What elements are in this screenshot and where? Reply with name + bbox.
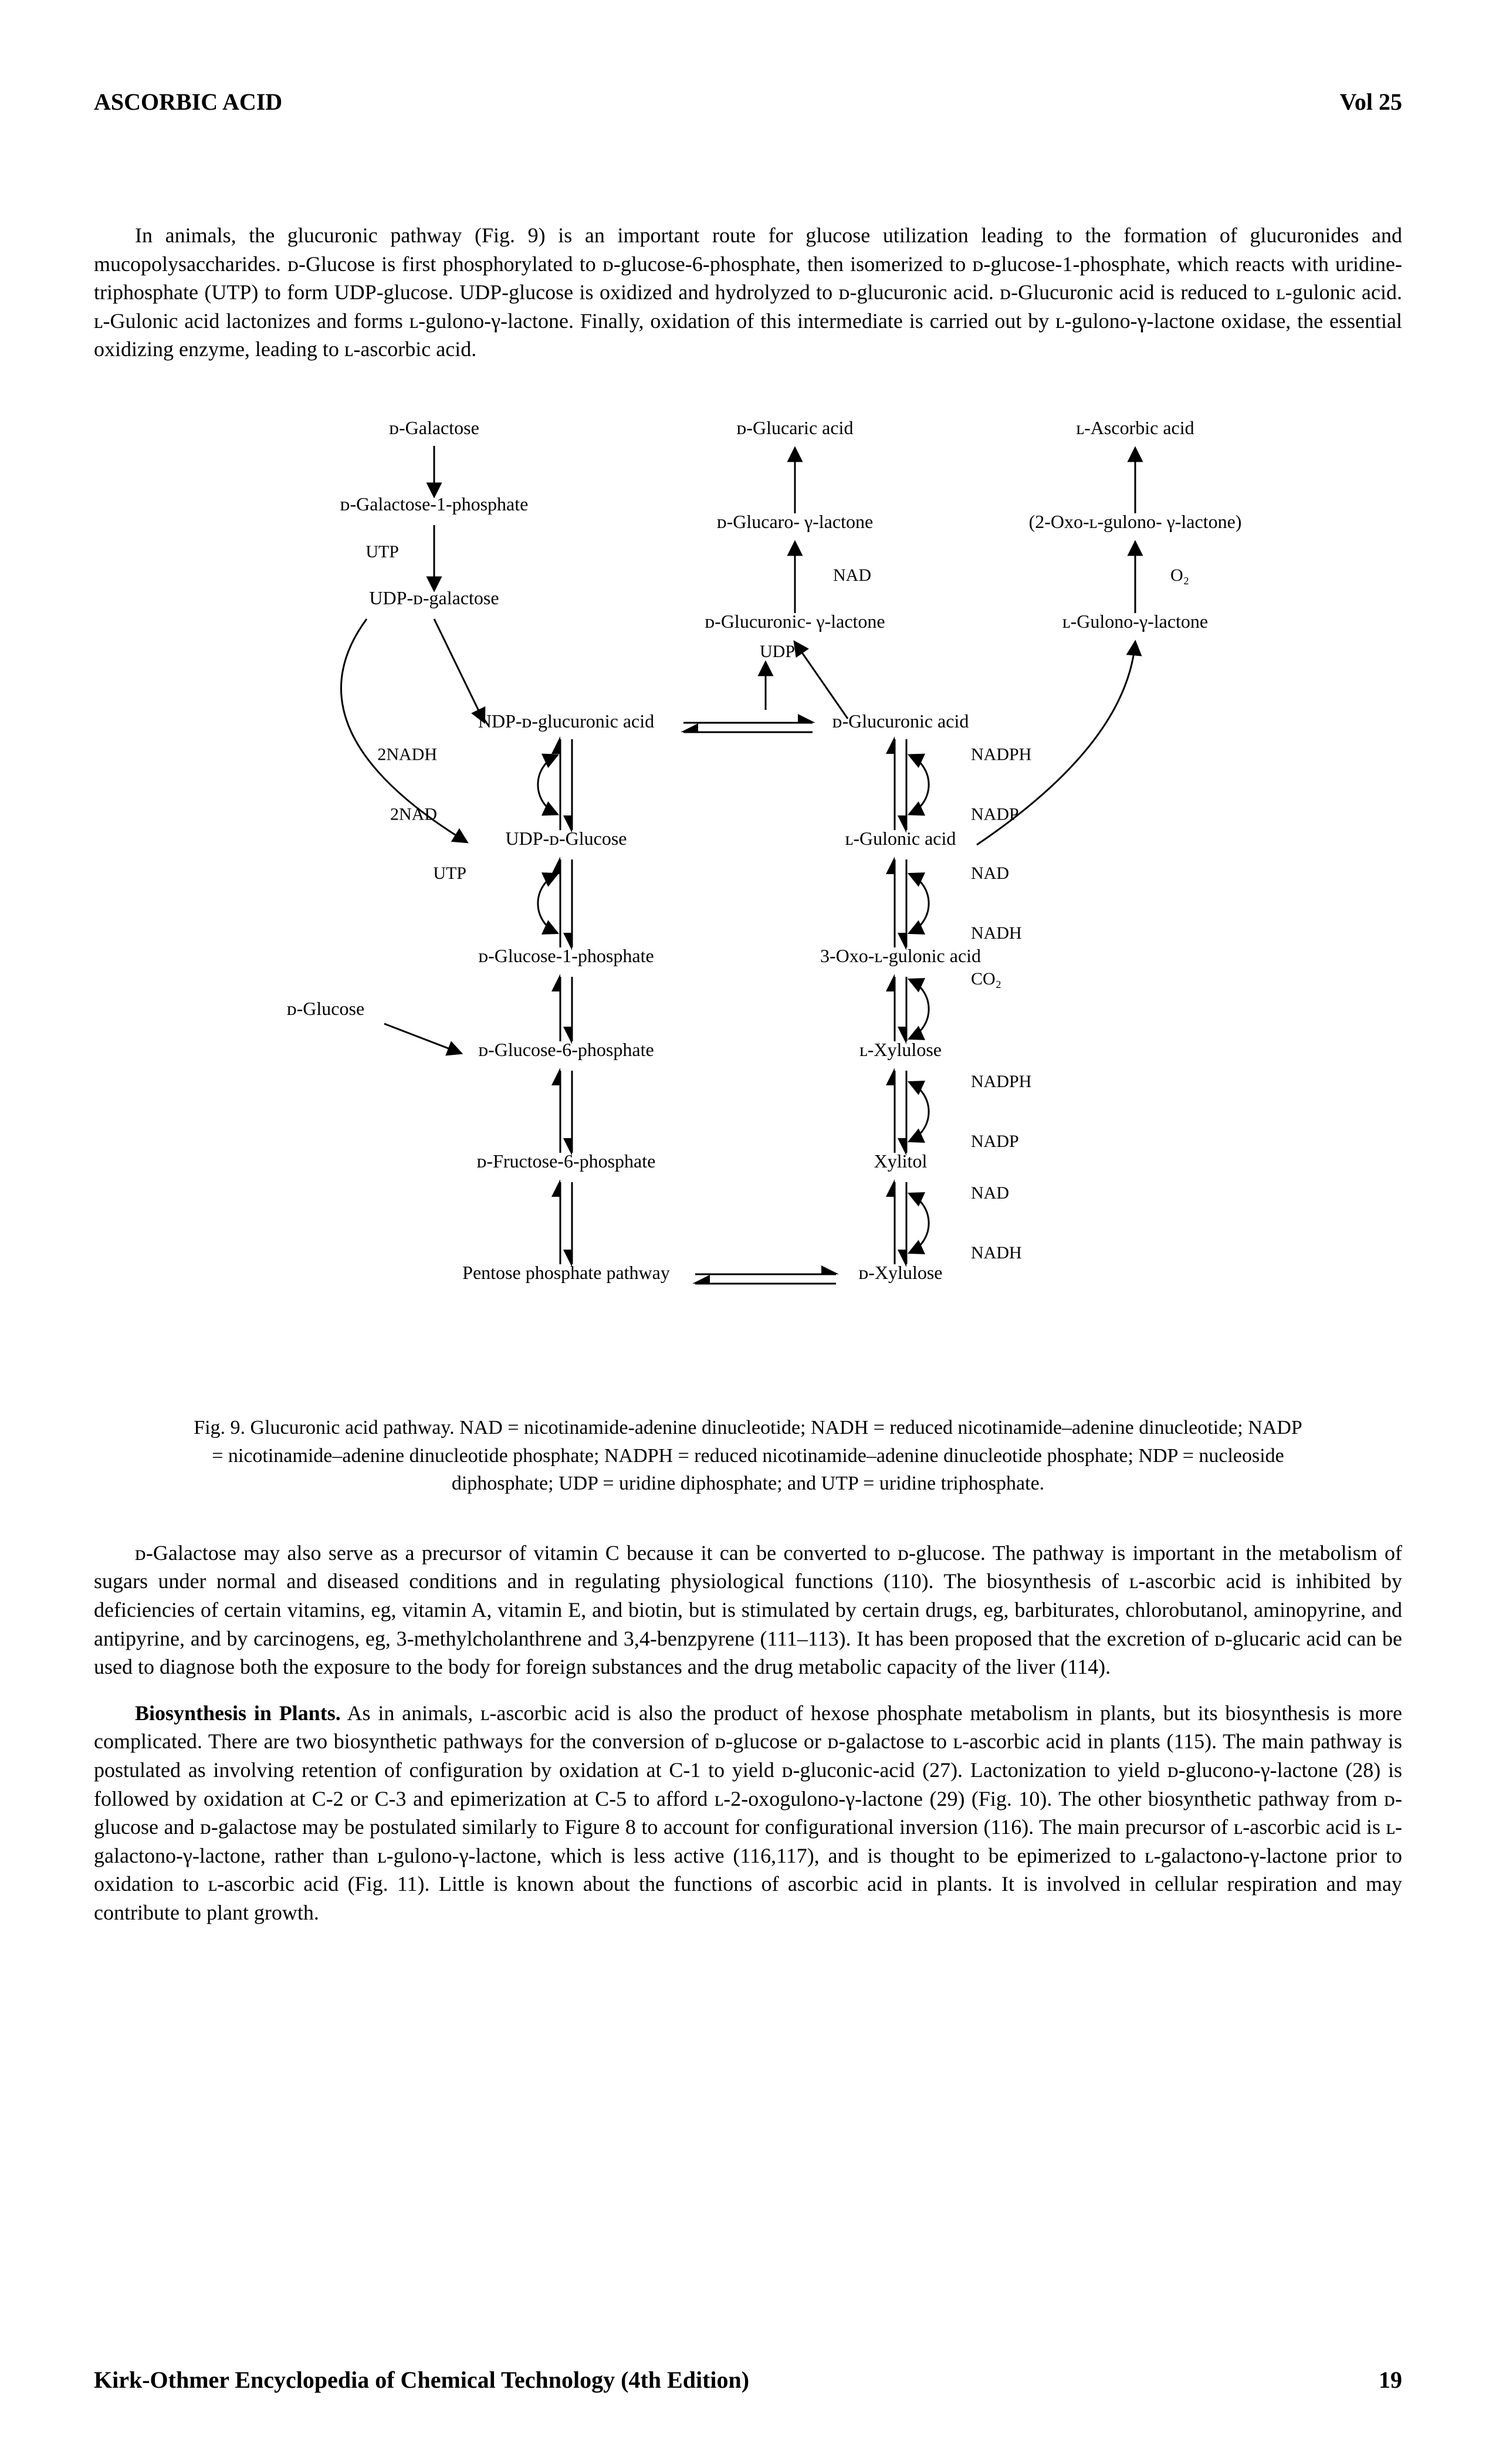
cof-label: NADH [971,923,1022,943]
node-g6p: ᴅ-Glucose-6-phosphate [478,1039,654,1060]
paragraph-3: Biosynthesis in Plants. As in animals, ʟ… [94,1699,1402,1927]
node-lasc: ʟ-Ascorbic acid [1076,417,1194,438]
cofactor-arc [538,874,557,933]
cof-label: NADPH [971,744,1031,764]
node-dglc: ᴅ-Glucose [287,998,364,1019]
node-udpglc: UDP-ᴅ-Glucose [506,828,627,849]
paragraph-1: In animals, the glucuronic pathway (Fig.… [94,221,1402,364]
udp-label: UDP [760,642,795,661]
cof-label: NADH [971,1243,1022,1263]
node-dgca: ᴅ-Glucaric acid [737,417,854,438]
cofactor-arc [910,980,929,1038]
cof-label: NAD [971,1183,1009,1203]
node-dxylu: ᴅ-Xylulose [859,1262,943,1283]
node-dga: ᴅ-Glucuronic acid [832,710,969,732]
figure-9: ᴅ-Galactose ᴅ-Galactose-1-phosphate UDP-ᴅ-… [94,393,1402,1390]
cofactor-label: NAD [833,566,871,585]
node-ndpga: NDP-ᴅ-glucuronic acid [478,710,654,732]
cof-label: 2NAD [390,804,437,824]
cof-label: UTP [433,864,466,883]
footer-page-number: 19 [1379,2366,1402,2394]
node-f6p: ᴅ-Fructose-6-phosphate [477,1150,656,1172]
node-ppp: Pentose phosphate pathway [462,1262,670,1283]
cofactor-arc [910,755,929,814]
node-xylit: Xylitol [874,1150,928,1172]
cof-label: NADP [971,1132,1019,1151]
cofactor-label: O₂ [1170,566,1189,585]
curve-arrow [434,619,484,722]
node-dgal: ᴅ-Galactose [389,417,479,438]
page-header: ASCORBIC ACID Vol 25 [94,88,1402,116]
cofactor-label: UTP [365,542,399,561]
cof-label: NADP [971,804,1019,824]
cofactor-arc [910,1194,929,1253]
node-lgullac: ʟ-Gulono-γ-lactone [1062,611,1208,632]
curve-arrow [384,1024,461,1053]
node-lgul: ʟ-Gulonic acid [845,828,956,849]
figure-9-caption: Fig. 9. Glucuronic acid pathway. NAD = n… [191,1414,1305,1498]
node-dgulact: ᴅ-Glucuronic- γ-lactone [705,611,885,632]
cofactor-arc [910,874,929,933]
page-footer: Kirk-Othmer Encyclopedia of Chemical Tec… [94,2366,1402,2394]
cof-label: NAD [971,864,1009,883]
node-g1p: ᴅ-Glucose-1-phosphate [478,945,654,966]
cof-label: NADPH [971,1072,1031,1091]
glucuronic-pathway-diagram: ᴅ-Galactose ᴅ-Galactose-1-phosphate UDP-ᴅ-… [191,393,1305,1390]
node-dgal1p: ᴅ-Galactose-1-phosphate [340,493,529,515]
cof-label: CO₂ [971,969,1001,989]
node-dglact: ᴅ-Glucaro- γ-lactone [717,511,873,532]
node-udpgal: UDP-ᴅ-galactose [369,587,499,608]
node-oxo: 3-Oxo-ʟ-gulonic acid [820,945,981,966]
cofactor-arc [538,755,557,814]
node-oxoasc: (2-Oxo-ʟ-gulono- γ-lactone) [1029,511,1242,532]
header-right: Vol 25 [1340,88,1402,116]
cof-label: 2NADH [377,744,437,764]
header-left: ASCORBIC ACID [94,88,282,116]
node-lxylu: ʟ-Xylulose [859,1039,942,1060]
cofactor-arc [910,1082,929,1141]
footer-source: Kirk-Othmer Encyclopedia of Chemical Tec… [94,2366,749,2394]
curve-arrow [795,642,848,719]
paragraph-2: ᴅ-Galactose may also serve as a precurso… [94,1539,1402,1681]
